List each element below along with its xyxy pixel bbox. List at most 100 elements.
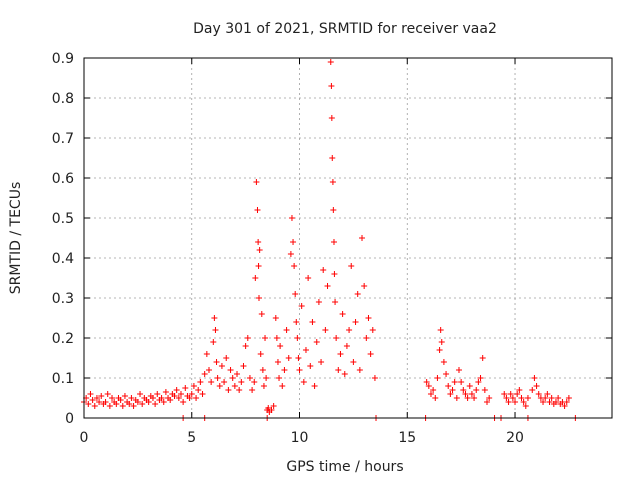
- data-point: [335, 367, 342, 373]
- data-point: [238, 379, 245, 385]
- data-point: [518, 395, 525, 401]
- data-point: [437, 327, 444, 333]
- data-point: [293, 319, 300, 325]
- data-point: [234, 371, 241, 377]
- data-point: [447, 391, 454, 397]
- data-point: [341, 371, 348, 377]
- data-point: [197, 379, 204, 385]
- data-point: [221, 379, 228, 385]
- data-point: [503, 395, 510, 401]
- data-point: [363, 335, 370, 341]
- data-point: [548, 395, 555, 401]
- data-point: [531, 375, 538, 381]
- data-point: [154, 391, 161, 397]
- data-point: [203, 351, 210, 357]
- data-point: [473, 387, 480, 393]
- data-point: [113, 401, 120, 407]
- data-point: [318, 359, 325, 365]
- y-tick-label: 0.3: [52, 291, 74, 307]
- data-point: [484, 399, 491, 405]
- data-point: [514, 391, 521, 397]
- y-tick-label: 0: [65, 411, 74, 427]
- data-point: [277, 343, 284, 349]
- y-axis-label: SRMTID / TECUs: [8, 182, 24, 295]
- data-point: [449, 387, 456, 393]
- data-point: [254, 207, 261, 213]
- data-point: [102, 399, 109, 405]
- data-point: [249, 387, 256, 393]
- data-point: [180, 399, 187, 405]
- data-point: [253, 179, 260, 185]
- data-point: [259, 367, 266, 373]
- data-point: [283, 327, 290, 333]
- data-point: [479, 355, 486, 361]
- data-point: [263, 375, 270, 381]
- data-point: [290, 239, 297, 245]
- data-point: [98, 393, 105, 399]
- y-tick-label: 0.7: [52, 131, 74, 147]
- data-point: [354, 291, 361, 297]
- data-point: [468, 391, 475, 397]
- data-point: [328, 115, 335, 121]
- y-tick-label: 0.9: [52, 51, 74, 67]
- data-point: [296, 367, 303, 373]
- data-point: [87, 391, 94, 397]
- data-point: [244, 335, 251, 341]
- data-point: [255, 239, 262, 245]
- data-point: [167, 397, 174, 403]
- data-point: [227, 367, 234, 373]
- data-point: [352, 319, 359, 325]
- y-tick-label: 0.8: [52, 91, 74, 107]
- data-point: [471, 395, 478, 401]
- x-tick-label: 20: [506, 430, 524, 446]
- data-point: [516, 387, 523, 393]
- data-point: [477, 375, 484, 381]
- data-point: [216, 383, 223, 389]
- data-point: [522, 403, 529, 409]
- data-point: [330, 239, 337, 245]
- data-point: [201, 371, 208, 377]
- data-point: [434, 375, 441, 381]
- data-point: [451, 379, 458, 385]
- data-point: [561, 403, 568, 409]
- data-point: [255, 263, 262, 269]
- data-point: [292, 291, 299, 297]
- data-point: [268, 407, 275, 413]
- data-point: [322, 327, 329, 333]
- data-point: [218, 363, 225, 369]
- data-point: [195, 387, 202, 393]
- data-point: [274, 359, 281, 365]
- data-point: [438, 339, 445, 345]
- data-point: [367, 351, 374, 357]
- data-point: [152, 401, 159, 407]
- data-point: [295, 355, 302, 361]
- data-point: [512, 399, 519, 405]
- data-point: [555, 395, 562, 401]
- data-point: [462, 391, 469, 397]
- data-point: [212, 327, 219, 333]
- data-point: [331, 271, 338, 277]
- data-point: [475, 379, 482, 385]
- data-point: [265, 405, 272, 411]
- data-point: [327, 59, 334, 65]
- plot-frame: [83, 57, 613, 419]
- data-point: [171, 393, 178, 399]
- data-point: [436, 347, 443, 353]
- data-point: [540, 399, 547, 405]
- data-point: [109, 395, 116, 401]
- data-point: [240, 363, 247, 369]
- data-point: [309, 319, 316, 325]
- data-point: [430, 387, 437, 393]
- data-point: [440, 359, 447, 365]
- data-point: [300, 379, 307, 385]
- data-point: [213, 359, 220, 365]
- data-point: [361, 283, 368, 289]
- data-point: [346, 327, 353, 333]
- data-point: [329, 155, 336, 161]
- data-point: [337, 351, 344, 357]
- data-point: [223, 355, 230, 361]
- data-point: [260, 383, 267, 389]
- data-point: [343, 343, 350, 349]
- data-point: [104, 391, 111, 397]
- data-point: [160, 399, 167, 405]
